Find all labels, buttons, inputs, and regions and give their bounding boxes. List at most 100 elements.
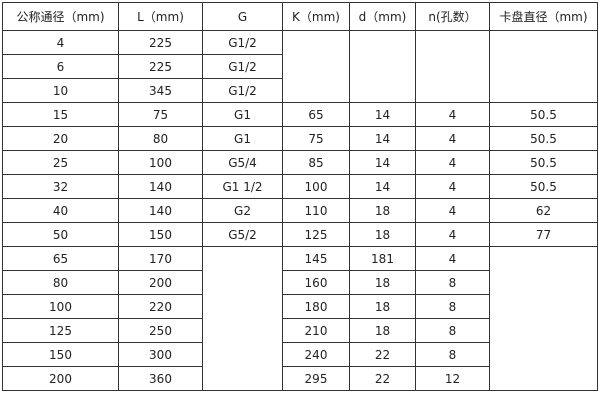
merged-empty-cell <box>415 30 490 103</box>
header-hole-count: n(孔数） <box>415 2 490 31</box>
table-row: 40 140 G2 110 18 4 62 <box>2 198 598 223</box>
cell-length: 80 <box>118 126 203 151</box>
table-row: 65 170 145 181 4 <box>2 246 598 391</box>
merged-empty-cell <box>202 246 283 391</box>
cell-chuck-diameter: 50.5 <box>489 126 598 151</box>
cell-length: 345 <box>118 78 203 103</box>
cell-thread-g: G1/2 <box>202 30 283 55</box>
cell-nominal-diameter: 50 <box>2 222 119 247</box>
cell-chuck-diameter: 62 <box>489 198 598 223</box>
cell-k: 145 <box>282 246 350 271</box>
cell-nominal-diameter: 6 <box>2 54 119 79</box>
cell-length: 250 <box>118 318 203 343</box>
table-row: 32 140 G1 1/2 100 14 4 50.5 <box>2 174 598 199</box>
cell-d: 181 <box>349 246 416 271</box>
cell-d: 18 <box>349 198 416 223</box>
cell-hole-count: 8 <box>415 294 490 319</box>
cell-thread-g: G2 <box>202 198 283 223</box>
cell-k: 240 <box>282 342 350 367</box>
cell-chuck-diameter: 50.5 <box>489 150 598 175</box>
cell-chuck-diameter: 50.5 <box>489 102 598 127</box>
merged-empty-cell <box>489 30 598 103</box>
cell-thread-g: G5/4 <box>202 150 283 175</box>
table-row: 4 225 G1/2 <box>2 30 598 103</box>
header-thread-g: G <box>202 2 283 31</box>
cell-k: 85 <box>282 150 350 175</box>
cell-hole-count: 8 <box>415 342 490 367</box>
cell-thread-g: G1/2 <box>202 54 283 79</box>
cell-hole-count: 4 <box>415 222 490 247</box>
cell-k: 65 <box>282 102 350 127</box>
cell-thread-g: G1 1/2 <box>202 174 283 199</box>
cell-length: 200 <box>118 270 203 295</box>
cell-hole-count: 4 <box>415 246 490 271</box>
cell-hole-count: 12 <box>415 366 490 391</box>
cell-k: 160 <box>282 270 350 295</box>
cell-nominal-diameter: 100 <box>2 294 119 319</box>
merged-empty-cell <box>349 30 416 103</box>
table-row: 200 360 295 22 12 <box>2 366 598 391</box>
cell-nominal-diameter: 25 <box>2 150 119 175</box>
cell-d: 22 <box>349 342 416 367</box>
cell-chuck-diameter: 50.5 <box>489 174 598 199</box>
cell-nominal-diameter: 20 <box>2 126 119 151</box>
table-row: 20 80 G1 75 14 4 50.5 <box>2 126 598 151</box>
table-row: 6 225 G1/2 <box>2 54 598 79</box>
merged-empty-cell <box>282 30 350 103</box>
header-nominal-diameter: 公称通径（mm) <box>2 2 119 31</box>
cell-d: 22 <box>349 366 416 391</box>
header-row: 公称通径（mm) L（mm) G K（mm) d（mm) n(孔数） 卡盘直径（mm) <box>2 2 598 31</box>
merged-empty-cell <box>489 246 598 391</box>
table-row: 150 300 240 22 8 <box>2 342 598 367</box>
cell-thread-g: G1 <box>202 126 283 151</box>
cell-nominal-diameter: 200 <box>2 366 119 391</box>
cell-hole-count: 8 <box>415 270 490 295</box>
cell-length: 150 <box>118 222 203 247</box>
cell-k: 75 <box>282 126 350 151</box>
cell-nominal-diameter: 10 <box>2 78 119 103</box>
cell-d: 14 <box>349 174 416 199</box>
cell-chuck-diameter: 77 <box>489 222 598 247</box>
header-length: L（mm) <box>118 2 203 31</box>
cell-nominal-diameter: 40 <box>2 198 119 223</box>
table-row: 15 75 G1 65 14 4 50.5 <box>2 102 598 127</box>
cell-d: 14 <box>349 126 416 151</box>
cell-length: 75 <box>118 102 203 127</box>
cell-thread-g: G5/2 <box>202 222 283 247</box>
cell-k: 295 <box>282 366 350 391</box>
cell-length: 100 <box>118 150 203 175</box>
cell-nominal-diameter: 4 <box>2 30 119 55</box>
header-chuck-diameter: 卡盘直径（mm) <box>489 2 598 31</box>
cell-length: 300 <box>118 342 203 367</box>
cell-hole-count: 8 <box>415 318 490 343</box>
cell-nominal-diameter: 32 <box>2 174 119 199</box>
cell-length: 360 <box>118 366 203 391</box>
cell-length: 225 <box>118 54 203 79</box>
cell-length: 140 <box>118 198 203 223</box>
cell-nominal-diameter: 150 <box>2 342 119 367</box>
table-row: 80 200 160 18 8 <box>2 270 598 295</box>
cell-k: 125 <box>282 222 350 247</box>
cell-nominal-diameter: 65 <box>2 246 119 271</box>
cell-nominal-diameter: 80 <box>2 270 119 295</box>
table-row: 125 250 210 18 8 <box>2 318 598 343</box>
cell-d: 14 <box>349 102 416 127</box>
header-d: d（mm) <box>349 2 416 31</box>
cell-hole-count: 4 <box>415 198 490 223</box>
cell-length: 225 <box>118 30 203 55</box>
cell-length: 140 <box>118 174 203 199</box>
cell-d: 18 <box>349 222 416 247</box>
header-k: K（mm) <box>282 2 350 31</box>
table-row: 50 150 G5/2 125 18 4 77 <box>2 222 598 247</box>
cell-k: 110 <box>282 198 350 223</box>
table-row: 25 100 G5/4 85 14 4 50.5 <box>2 150 598 175</box>
cell-hole-count: 4 <box>415 174 490 199</box>
cell-length: 220 <box>118 294 203 319</box>
cell-nominal-diameter: 15 <box>2 102 119 127</box>
cell-d: 14 <box>349 150 416 175</box>
cell-hole-count: 4 <box>415 150 490 175</box>
cell-length: 170 <box>118 246 203 271</box>
cell-thread-g: G1/2 <box>202 78 283 103</box>
cell-d: 18 <box>349 294 416 319</box>
